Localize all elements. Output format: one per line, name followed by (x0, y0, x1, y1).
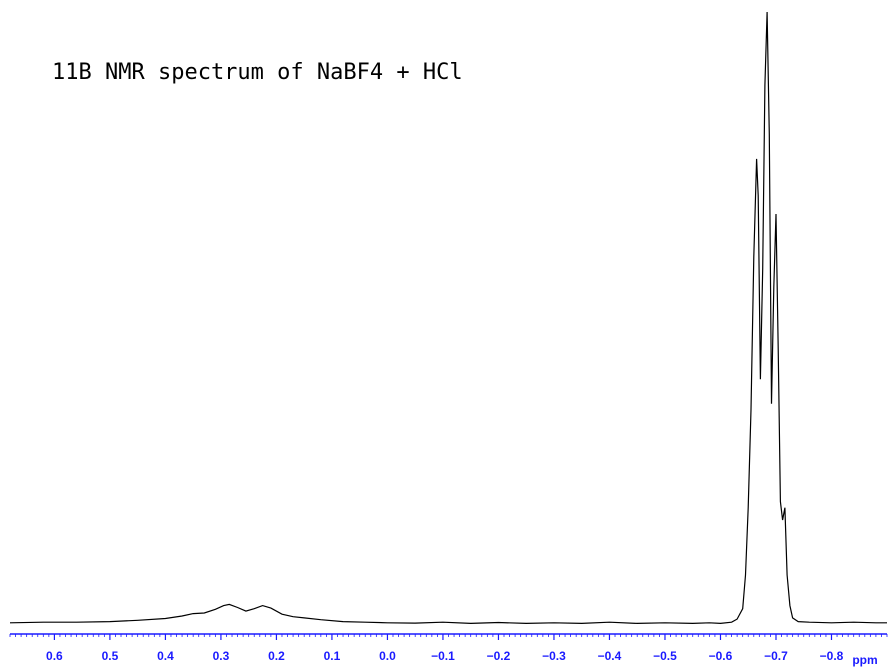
x-axis-tick-label: −0.4 (598, 649, 622, 663)
x-axis-tick-label: −0.8 (820, 649, 844, 663)
spectrum-trace (9, 11, 887, 625)
x-axis: 0.6 0.5 0.4 0.3 0.2 0.1 0.0 −0.1 −0.2 −0.3 −0.4 −0.… (9, 633, 888, 667)
x-axis-tick-labels: 0.6 0.5 0.4 0.3 0.2 0.1 0.0 −0.1 −0.2 −0.3 −0.4 −0.… (46, 649, 844, 663)
x-axis-tick-label: 0.1 (324, 649, 341, 663)
x-axis-tick-label: −0.2 (487, 649, 511, 663)
x-axis-tick-label: 0.2 (268, 649, 285, 663)
x-axis-tick-label: 0.6 (46, 649, 63, 663)
x-axis-tick-label: 0.5 (102, 649, 119, 663)
x-axis-tick-label: 0.3 (213, 649, 230, 663)
x-axis-tick-label: −0.5 (653, 649, 677, 663)
x-axis-tick-label: −0.6 (709, 649, 733, 663)
x-axis-major-ticks (53, 634, 833, 640)
x-axis-tick-label: −0.1 (431, 649, 455, 663)
x-axis-tick-label: −0.7 (764, 649, 788, 663)
chart-title: 11B NMR spectrum of NaBF4 + HCl (52, 60, 463, 85)
x-axis-tick-label: −0.3 (542, 649, 566, 663)
x-axis-tick-label: 0.0 (379, 649, 396, 663)
plot-area (9, 11, 887, 625)
x-axis-tick-label: 0.4 (157, 649, 174, 663)
x-axis-minor-ticks (9, 634, 888, 637)
x-axis-unit-label: ppm (852, 653, 877, 667)
